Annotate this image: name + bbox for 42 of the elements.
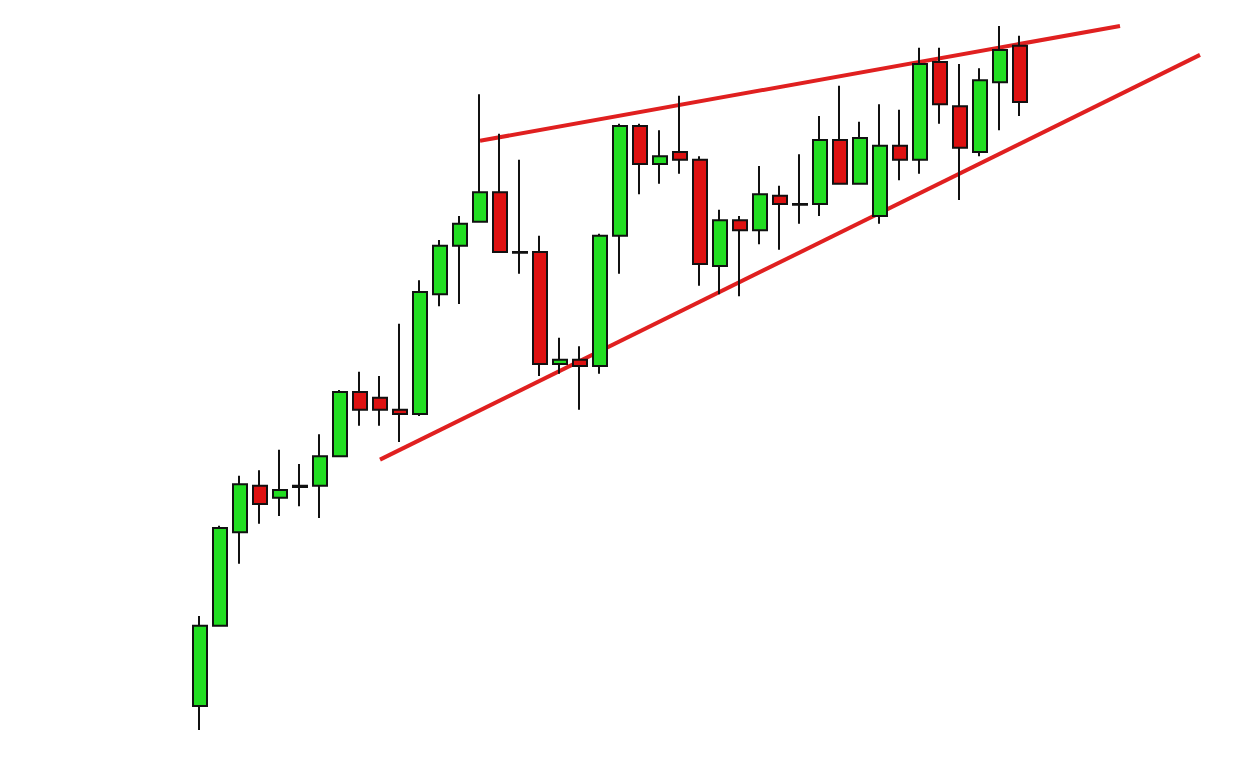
candlestick (252, 469, 268, 525)
candlestick (452, 215, 468, 306)
candlestick (412, 279, 428, 418)
candlestick (1012, 34, 1028, 118)
candlestick (492, 132, 508, 253)
candlestick (772, 184, 788, 251)
candlestick (512, 158, 528, 275)
candlestick (472, 93, 488, 223)
candlestick (812, 115, 828, 218)
candlestick (572, 345, 588, 411)
candlestick (392, 322, 408, 444)
candlestick (192, 614, 208, 731)
candlestick (332, 388, 348, 458)
candlestick (872, 103, 888, 225)
candlestick (292, 462, 308, 508)
candlestick (592, 232, 608, 375)
candlestick (432, 239, 448, 308)
candlestick (892, 108, 908, 182)
candlestick (272, 448, 288, 517)
candlestick (792, 153, 808, 225)
candlestick (992, 25, 1008, 132)
candlestick (312, 433, 328, 520)
candlestick (552, 336, 568, 375)
candlestick (732, 215, 748, 298)
candlestick (612, 122, 628, 275)
candlestick (832, 84, 848, 185)
candlestick (372, 374, 388, 427)
candlestick (912, 46, 928, 175)
candlestick (212, 524, 228, 627)
candlestick (952, 63, 968, 201)
candlestick (232, 474, 248, 565)
candlestick (652, 129, 668, 185)
candlestick (932, 46, 948, 125)
candlestick (852, 120, 868, 185)
candlestick (532, 234, 548, 377)
candlestick (712, 208, 728, 296)
candlestick (632, 122, 648, 196)
candlestick (352, 370, 368, 427)
candlestick (972, 67, 988, 158)
candlestick (692, 155, 708, 287)
candlestick (672, 94, 688, 175)
candlestick (752, 165, 768, 246)
